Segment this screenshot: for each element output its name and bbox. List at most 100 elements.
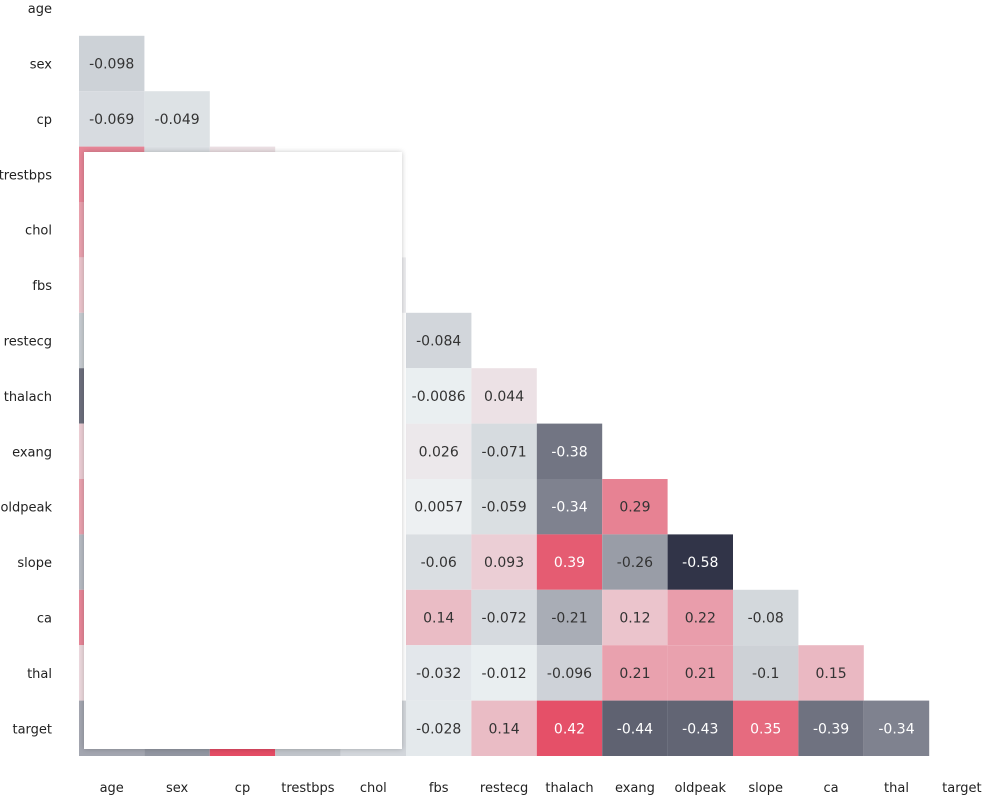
- y-tick-label-target: target: [12, 722, 52, 737]
- heatmap-cell-oldpeak-exang: [602, 479, 668, 535]
- x-tick-label-age: age: [100, 781, 124, 796]
- heatmap-cell-thal-slope: [733, 645, 799, 701]
- cell-value-label: 0.026: [419, 444, 459, 460]
- cell-value-label: -0.34: [551, 500, 587, 516]
- x-tick-label-restecg: restecg: [480, 781, 528, 796]
- cell-value-label: 0.0057: [414, 500, 463, 516]
- cell-value-label: -0.39: [813, 721, 849, 737]
- cell-value-label: -0.34: [878, 721, 914, 737]
- heatmap-cell-slope-thalach: [536, 534, 603, 590]
- cell-value-label: 0.29: [619, 500, 650, 516]
- cell-value-label: 0.42: [554, 721, 585, 737]
- cell-value-label: -0.071: [482, 444, 527, 460]
- cell-value-label: -0.084: [416, 334, 461, 350]
- heatmap-cell-thal-thalach: [536, 645, 603, 701]
- heatmap-cell-slope-restecg: [471, 534, 537, 590]
- heatmap-cell-thal-restecg: [471, 645, 537, 701]
- cell-value-label: -0.049: [155, 112, 200, 128]
- cell-value-label: 0.39: [554, 555, 585, 571]
- x-tick-label-exang: exang: [615, 781, 655, 796]
- x-tick-label-oldpeak: oldpeak: [675, 781, 727, 796]
- y-tick-label-chol: chol: [25, 224, 52, 239]
- cell-value-label: -0.069: [89, 112, 134, 128]
- cell-value-label: 0.21: [685, 666, 716, 682]
- heatmap-cell-target-thal: [863, 700, 930, 756]
- heatmap-cell-ca-fbs: [406, 589, 472, 646]
- cell-value-label: 0.14: [489, 721, 520, 737]
- y-tick-label-ca: ca: [37, 612, 52, 627]
- heatmap-cell-thal-fbs: [406, 645, 472, 701]
- cell-value-label: -0.012: [482, 666, 527, 682]
- x-tick-label-ca: ca: [824, 781, 839, 796]
- heatmap-cell-sex-age: [79, 35, 145, 92]
- heatmap-cell-slope-oldpeak: [667, 534, 733, 590]
- y-tick-label-restecg: restecg: [4, 335, 52, 350]
- cell-value-label: -0.06: [421, 555, 457, 571]
- heatmap-cell-thal-exang: [602, 645, 668, 701]
- heatmap-cell-cp-age: [79, 91, 145, 147]
- cell-value-label: -0.098: [89, 57, 134, 73]
- y-tick-label-trestbps: trestbps: [0, 168, 52, 183]
- cell-value-label: -0.43: [682, 721, 718, 737]
- cell-value-label: -0.072: [482, 611, 527, 627]
- heatmap-cell-slope-fbs: [406, 534, 472, 590]
- x-tick-label-sex: sex: [166, 781, 189, 796]
- y-tick-label-fbs: fbs: [32, 279, 52, 294]
- y-tick-label-thalach: thalach: [4, 390, 52, 405]
- y-tick-label-exang: exang: [12, 445, 52, 460]
- heatmap-cell-exang-restecg: [471, 423, 537, 479]
- heatmap-cell-oldpeak-fbs: [406, 479, 472, 535]
- heatmap-cell-oldpeak-thalach: [536, 479, 603, 535]
- heatmap-cell-thal-ca: [798, 645, 864, 701]
- cell-value-label: -0.58: [682, 555, 718, 571]
- heatmap-cell-target-exang: [602, 700, 668, 756]
- cell-value-label: 0.044: [484, 389, 524, 405]
- x-tick-label-trestbps: trestbps: [281, 781, 335, 796]
- heatmap-cell-ca-slope: [733, 589, 799, 646]
- cell-value-label: 0.22: [685, 611, 716, 627]
- heatmap-cell-ca-oldpeak: [667, 589, 733, 646]
- cell-value-label: -0.08: [748, 611, 784, 627]
- heatmap-cell-oldpeak-restecg: [471, 479, 537, 535]
- heatmap-cell-target-oldpeak: [667, 700, 733, 756]
- heatmap-cell-thalach-restecg: [471, 368, 537, 424]
- y-tick-label-slope: slope: [17, 556, 52, 571]
- cell-value-label: -0.21: [551, 611, 587, 627]
- heatmap-cell-target-restecg: [471, 700, 537, 756]
- y-tick-label-sex: sex: [30, 58, 53, 73]
- cell-value-label: 0.093: [484, 555, 524, 571]
- y-tick-label-cp: cp: [37, 113, 52, 128]
- heatmap-cell-target-ca: [798, 700, 864, 756]
- x-tick-label-target: target: [942, 781, 982, 796]
- cell-value-label: -0.0086: [412, 389, 466, 405]
- y-tick-label-oldpeak: oldpeak: [0, 501, 52, 516]
- heatmap-cell-ca-thalach: [536, 589, 603, 646]
- heatmap-cell-cp-sex: [144, 91, 210, 147]
- x-tick-label-chol: chol: [360, 781, 387, 796]
- cell-value-label: -0.1: [752, 666, 779, 682]
- heatmap-cell-exang-fbs: [406, 423, 472, 479]
- y-tick-label-age: age: [28, 2, 52, 17]
- cell-value-label: 0.15: [816, 666, 847, 682]
- heatmap-cell-target-thalach: [536, 700, 603, 756]
- blank-overlay-panel: [84, 152, 402, 749]
- x-tick-label-fbs: fbs: [429, 781, 449, 796]
- heatmap-cell-exang-thalach: [536, 423, 603, 479]
- x-tick-label-thal: thal: [884, 781, 909, 796]
- heatmap-cell-thal-oldpeak: [667, 645, 733, 701]
- cell-value-label: 0.12: [619, 611, 650, 627]
- cell-value-label: -0.059: [482, 500, 527, 516]
- cell-value-label: -0.26: [617, 555, 653, 571]
- cell-value-label: 0.21: [619, 666, 650, 682]
- x-tick-label-slope: slope: [748, 781, 783, 796]
- y-tick-label-thal: thal: [27, 667, 52, 682]
- cell-value-label: 0.14: [423, 611, 454, 627]
- x-tick-label-cp: cp: [235, 781, 250, 796]
- cell-value-label: 0.35: [750, 721, 781, 737]
- heatmap-cell-ca-exang: [602, 589, 668, 646]
- heatmap-cell-thalach-fbs: [406, 368, 472, 424]
- heatmap-cell-target-slope: [733, 700, 799, 756]
- heatmap-cell-ca-restecg: [471, 589, 537, 646]
- cell-value-label: -0.44: [617, 721, 653, 737]
- cell-value-label: -0.38: [551, 444, 587, 460]
